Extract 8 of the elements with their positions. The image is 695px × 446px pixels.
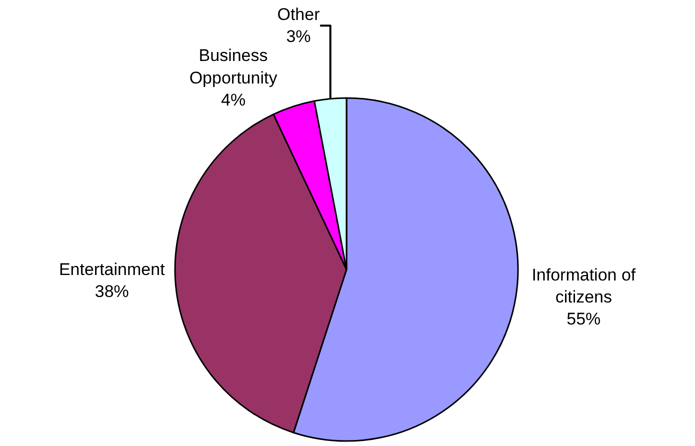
data-label: 55% (566, 310, 601, 329)
slice-label: Business Opportunity (189, 46, 278, 88)
slice-label: Entertainment (58, 260, 166, 279)
data-label: 4% (220, 90, 246, 110)
slice-label: Other (277, 5, 320, 24)
data-label: 38% (94, 282, 129, 301)
data-label: 3% (286, 27, 311, 46)
slice-label: Information of citizens (532, 266, 636, 307)
